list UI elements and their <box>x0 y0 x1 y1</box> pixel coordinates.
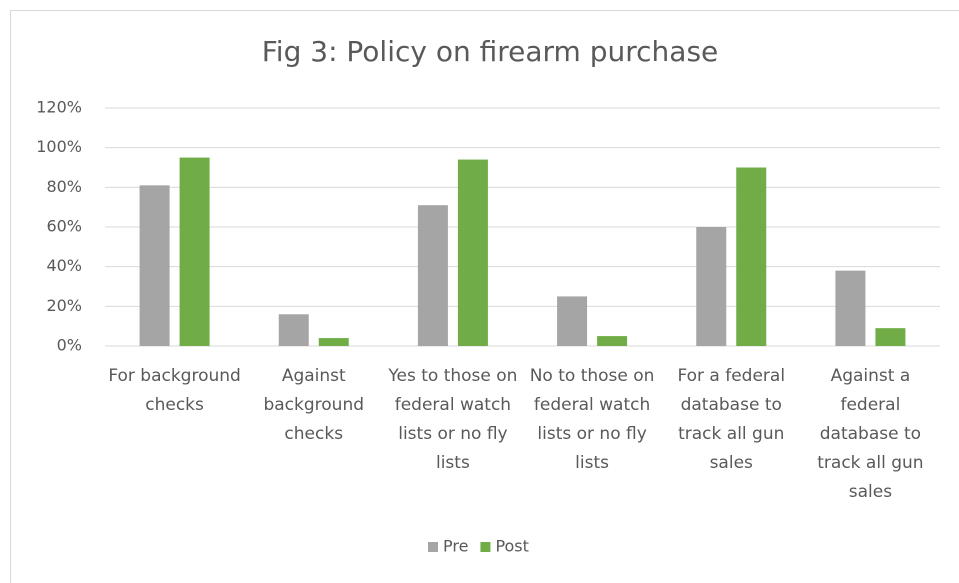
bar <box>179 157 210 346</box>
y-tick-label: 80% <box>46 177 82 196</box>
x-tick-label: For a federal database to track all gun … <box>677 366 786 473</box>
y-tick-label: 100% <box>36 137 82 156</box>
x-tick-label: Against background checks <box>263 366 365 444</box>
y-tick-label: 40% <box>46 256 82 275</box>
bar <box>597 336 628 346</box>
bar <box>696 227 727 346</box>
y-tick-label: 20% <box>46 296 82 315</box>
y-tick-label: 120% <box>36 98 82 117</box>
bar <box>457 159 488 346</box>
y-tick-label: 60% <box>46 217 82 236</box>
bar <box>318 338 349 346</box>
legend-swatch <box>428 542 438 552</box>
x-tick-label: For background checks <box>108 366 241 415</box>
bar <box>417 205 448 346</box>
bar <box>139 185 170 346</box>
bar <box>278 314 309 346</box>
bar <box>557 296 588 346</box>
legend-label: Pre <box>443 537 468 556</box>
legend-swatch <box>480 542 491 552</box>
bar <box>875 328 906 346</box>
bar <box>736 167 767 346</box>
y-tick-label: 0% <box>57 336 82 355</box>
x-tick-label: Against a federal database to track all … <box>817 366 924 502</box>
x-tick-label: Yes to those on federal watch lists or n… <box>388 366 518 473</box>
legend-label: Post <box>495 537 528 556</box>
bar <box>835 270 866 346</box>
x-tick-label: No to those on federal watch lists or no… <box>529 366 655 473</box>
chart-title: Fig 3: Policy on firearm purchase <box>262 35 719 68</box>
